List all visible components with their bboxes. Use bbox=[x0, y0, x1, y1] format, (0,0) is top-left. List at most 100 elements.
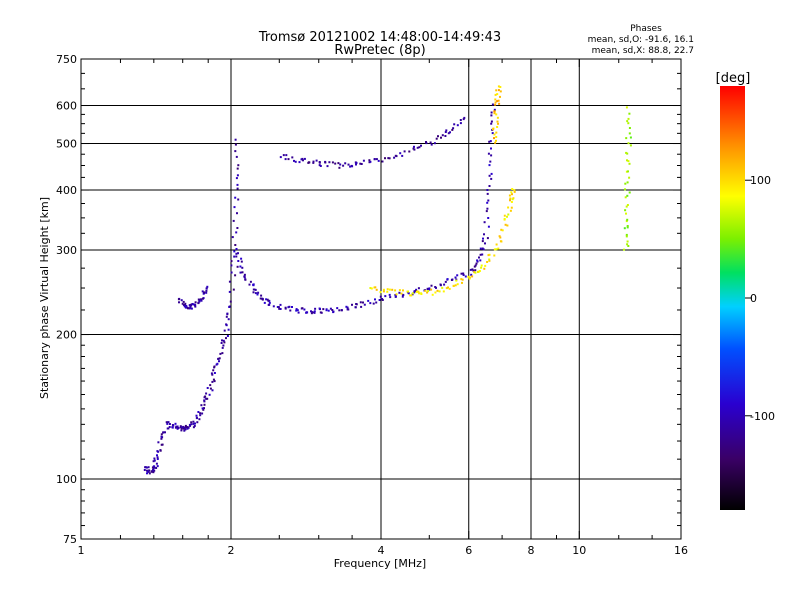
data-point bbox=[225, 337, 227, 340]
y-tick-label: 600 bbox=[56, 100, 77, 113]
data-point bbox=[211, 373, 214, 376]
data-point bbox=[434, 286, 437, 288]
data-point bbox=[627, 122, 630, 125]
data-point bbox=[300, 307, 303, 310]
y-tick-label: 100 bbox=[56, 473, 77, 486]
data-point bbox=[488, 253, 491, 256]
data-point bbox=[237, 198, 240, 201]
data-point bbox=[395, 293, 398, 296]
data-point bbox=[227, 318, 230, 321]
data-point bbox=[212, 369, 215, 372]
data-point bbox=[235, 248, 238, 250]
data-point bbox=[338, 166, 341, 169]
data-point bbox=[227, 328, 230, 331]
data-point bbox=[219, 352, 222, 355]
data-point bbox=[628, 191, 631, 194]
data-point bbox=[195, 416, 198, 419]
data-point bbox=[493, 254, 496, 257]
data-point bbox=[159, 449, 162, 452]
data-point bbox=[463, 116, 466, 119]
data-point bbox=[211, 380, 214, 383]
data-point bbox=[153, 459, 156, 462]
data-point bbox=[188, 307, 191, 310]
data-point bbox=[490, 111, 493, 114]
data-point bbox=[378, 299, 381, 301]
data-point bbox=[222, 339, 225, 342]
data-point bbox=[235, 155, 238, 158]
data-point bbox=[318, 164, 321, 167]
data-point bbox=[476, 260, 479, 263]
data-point bbox=[375, 288, 378, 291]
data-point bbox=[506, 224, 509, 227]
data-point bbox=[289, 309, 292, 312]
data-point bbox=[417, 290, 420, 293]
data-point bbox=[235, 231, 238, 234]
data-point bbox=[473, 271, 476, 274]
data-point bbox=[221, 339, 223, 342]
data-point bbox=[495, 89, 498, 92]
data-point bbox=[448, 287, 451, 290]
data-point bbox=[152, 465, 155, 468]
data-point bbox=[494, 101, 497, 104]
data-point bbox=[362, 159, 365, 162]
data-point bbox=[487, 217, 490, 219]
data-point bbox=[254, 292, 257, 295]
data-point bbox=[225, 323, 228, 326]
data-point bbox=[355, 303, 358, 306]
data-point bbox=[394, 289, 397, 292]
data-point bbox=[471, 268, 474, 271]
data-point bbox=[626, 181, 629, 184]
data-point bbox=[454, 284, 457, 287]
data-point bbox=[490, 177, 493, 180]
data-point bbox=[626, 218, 629, 221]
data-point bbox=[389, 296, 392, 299]
data-point bbox=[303, 308, 306, 311]
data-point bbox=[478, 256, 480, 259]
data-point bbox=[288, 305, 291, 308]
data-point bbox=[391, 288, 394, 291]
data-point bbox=[234, 138, 237, 141]
data-point bbox=[236, 167, 239, 170]
data-point bbox=[362, 301, 364, 304]
data-point bbox=[495, 113, 498, 116]
data-point bbox=[182, 304, 185, 306]
data-point bbox=[399, 152, 402, 155]
data-point bbox=[388, 288, 391, 291]
data-point bbox=[381, 299, 384, 301]
data-point bbox=[152, 469, 155, 472]
x-tick-label: 2 bbox=[228, 544, 235, 557]
data-point bbox=[443, 283, 446, 286]
data-point bbox=[369, 160, 372, 163]
data-point bbox=[430, 288, 433, 291]
colorbar-tick-label: -100 bbox=[750, 410, 775, 423]
data-point bbox=[157, 441, 160, 444]
x-tick-label: 10 bbox=[572, 544, 586, 557]
data-point bbox=[493, 112, 496, 115]
data-point bbox=[192, 420, 195, 423]
data-point bbox=[312, 160, 315, 163]
data-point bbox=[183, 429, 186, 432]
data-point bbox=[481, 247, 484, 250]
data-point bbox=[493, 110, 496, 113]
data-point bbox=[497, 99, 500, 102]
data-point bbox=[256, 293, 259, 296]
data-point bbox=[156, 454, 158, 457]
data-point bbox=[508, 194, 511, 197]
data-point bbox=[363, 303, 366, 306]
phase-info-o: mean, sd,O: -91.6, 16.1 bbox=[588, 35, 694, 45]
data-point bbox=[148, 469, 151, 472]
data-point bbox=[198, 300, 201, 303]
data-point bbox=[494, 141, 497, 144]
data-point bbox=[252, 291, 255, 294]
data-point bbox=[190, 421, 193, 424]
data-point bbox=[310, 310, 312, 313]
data-point bbox=[233, 206, 236, 209]
data-point bbox=[210, 372, 213, 375]
phase-info-x: mean, sd,X: 88.8, 22.7 bbox=[592, 46, 694, 56]
data-point bbox=[239, 265, 242, 268]
data-point bbox=[347, 308, 350, 311]
data-point bbox=[462, 118, 465, 121]
data-point bbox=[165, 421, 168, 424]
data-point bbox=[445, 287, 448, 290]
data-point bbox=[461, 281, 463, 284]
